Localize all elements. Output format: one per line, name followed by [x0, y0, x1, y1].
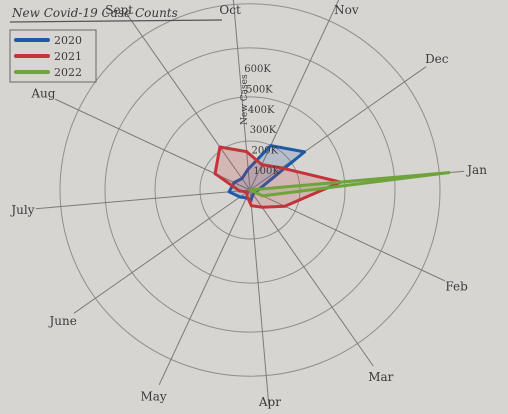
- point-2021-Aug: [213, 172, 217, 176]
- month-label-nov: Nov: [334, 3, 359, 17]
- series-layer: [213, 144, 451, 209]
- spoke: [249, 66, 427, 191]
- spoke: [73, 189, 251, 314]
- legend-label-2022: 2022: [54, 66, 82, 79]
- grid-ring: [104, 47, 396, 333]
- point-2020-Aug: [232, 181, 236, 185]
- month-label-july: July: [9, 203, 34, 217]
- month-label-mar: Mar: [368, 370, 393, 384]
- radial-tick-label: 200K: [252, 146, 279, 157]
- month-labels: Jan Feb Mar Apr May June July Aug Sept Oct Nov Dec: [9, 3, 487, 409]
- grid-ring: [154, 96, 346, 284]
- month-label-feb: Feb: [445, 279, 468, 293]
- point-2021-Mar: [260, 205, 264, 209]
- spoke: [249, 189, 374, 367]
- point-2021-Oct: [245, 150, 249, 154]
- point-2020-Nov: [269, 144, 273, 148]
- radial-tick-label: 100K: [253, 166, 280, 177]
- point-2020-Dec: [303, 150, 306, 154]
- month-label-dec: Dec: [425, 52, 449, 66]
- point-2021-June: [245, 190, 249, 194]
- month-label-apr: Apr: [258, 395, 281, 409]
- point-2022-Jan: [447, 171, 451, 175]
- radial-tick-label: 300K: [250, 125, 277, 136]
- month-label-june: June: [48, 314, 77, 328]
- point-2020-Mar: [251, 192, 255, 196]
- point-2020-Oct: [246, 167, 250, 171]
- legend-box: [9, 29, 97, 83]
- title-underline: [9, 19, 223, 23]
- point-2021-Sept: [218, 145, 222, 149]
- point-2021-May: [245, 194, 249, 198]
- radial-axis-label: New Cases: [240, 74, 250, 125]
- grid-ring: [59, 3, 441, 377]
- point-2022-Feb: [261, 194, 265, 198]
- spoke: [35, 189, 251, 210]
- spoke: [249, 189, 270, 405]
- legend-label-2021: 2021: [54, 50, 82, 63]
- radial-tick-label: 600K: [244, 64, 271, 75]
- legend-label-2020: 2020: [54, 34, 82, 47]
- point-2021-Dec: [280, 166, 283, 170]
- month-label-jan: Jan: [465, 163, 487, 177]
- chart-title: New Covid-19 Case Counts: [11, 6, 178, 20]
- point-2021-Feb: [283, 204, 287, 208]
- point-2020-June: [238, 195, 242, 199]
- radial-tick-label: 500K: [246, 84, 273, 95]
- month-label-oct: Oct: [219, 3, 241, 17]
- point-2020-July: [227, 190, 231, 194]
- grid: [35, 0, 465, 405]
- legend: 2020 2021 2022: [9, 29, 97, 83]
- point-2021-Apr: [249, 204, 253, 208]
- spoke: [232, 0, 251, 191]
- month-label-may: May: [140, 390, 166, 404]
- point-2021-Nov: [260, 163, 264, 167]
- spoke: [249, 0, 340, 191]
- series-2022: [248, 171, 451, 198]
- spoke: [126, 13, 251, 191]
- month-label-aug: Aug: [30, 87, 55, 101]
- spoke: [158, 189, 251, 386]
- point-2021-July: [238, 189, 241, 193]
- radial-tick-label: 400K: [248, 105, 275, 116]
- month-label-sept: Sept: [105, 3, 133, 17]
- point-2020-Sept: [240, 177, 244, 180]
